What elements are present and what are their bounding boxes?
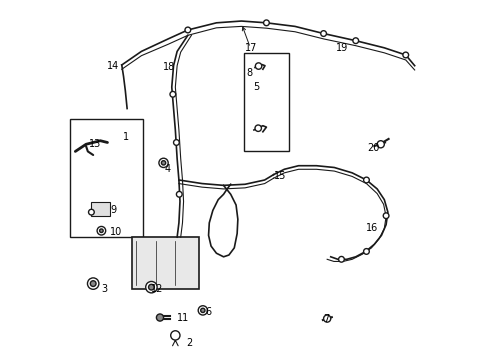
Text: 4: 4 — [165, 164, 171, 174]
Bar — [245, 53, 289, 152]
Text: 12: 12 — [151, 284, 164, 294]
Bar — [132, 237, 198, 289]
Circle shape — [89, 209, 94, 215]
Bar — [70, 119, 143, 237]
Circle shape — [173, 140, 179, 145]
Text: 5: 5 — [253, 82, 259, 92]
Text: 14: 14 — [107, 61, 119, 71]
Text: 9: 9 — [110, 205, 116, 215]
Text: 16: 16 — [366, 223, 378, 233]
Text: 2: 2 — [186, 338, 192, 347]
Circle shape — [170, 91, 176, 97]
Text: 3: 3 — [101, 284, 107, 294]
Text: 6: 6 — [206, 307, 212, 317]
Circle shape — [88, 278, 99, 289]
Text: 19: 19 — [336, 43, 348, 53]
Circle shape — [264, 20, 270, 26]
Text: 13: 13 — [89, 139, 101, 149]
Text: 11: 11 — [177, 312, 189, 323]
Circle shape — [403, 52, 409, 58]
Circle shape — [201, 308, 205, 312]
Circle shape — [90, 281, 96, 287]
Text: 20: 20 — [368, 143, 380, 153]
Circle shape — [377, 141, 384, 148]
Circle shape — [353, 38, 359, 44]
Circle shape — [99, 229, 103, 233]
Text: 17: 17 — [245, 43, 258, 53]
Circle shape — [97, 226, 106, 235]
Circle shape — [176, 192, 182, 197]
Circle shape — [255, 125, 262, 131]
Circle shape — [146, 282, 157, 293]
Text: 10: 10 — [110, 227, 122, 237]
Circle shape — [364, 177, 369, 183]
Bar — [91, 202, 110, 216]
Text: 1: 1 — [123, 132, 129, 142]
Circle shape — [198, 306, 207, 315]
Circle shape — [161, 161, 166, 165]
Circle shape — [185, 27, 191, 33]
Circle shape — [323, 315, 331, 322]
Text: 7: 7 — [323, 314, 330, 324]
Circle shape — [339, 256, 344, 262]
Circle shape — [171, 331, 180, 340]
Circle shape — [148, 284, 154, 290]
Text: 18: 18 — [163, 63, 175, 72]
Text: 8: 8 — [247, 68, 253, 78]
Circle shape — [321, 31, 326, 36]
Circle shape — [159, 158, 168, 167]
Circle shape — [364, 249, 369, 254]
Circle shape — [255, 63, 262, 69]
Circle shape — [383, 213, 389, 219]
Text: 15: 15 — [273, 171, 286, 181]
Circle shape — [156, 314, 164, 321]
